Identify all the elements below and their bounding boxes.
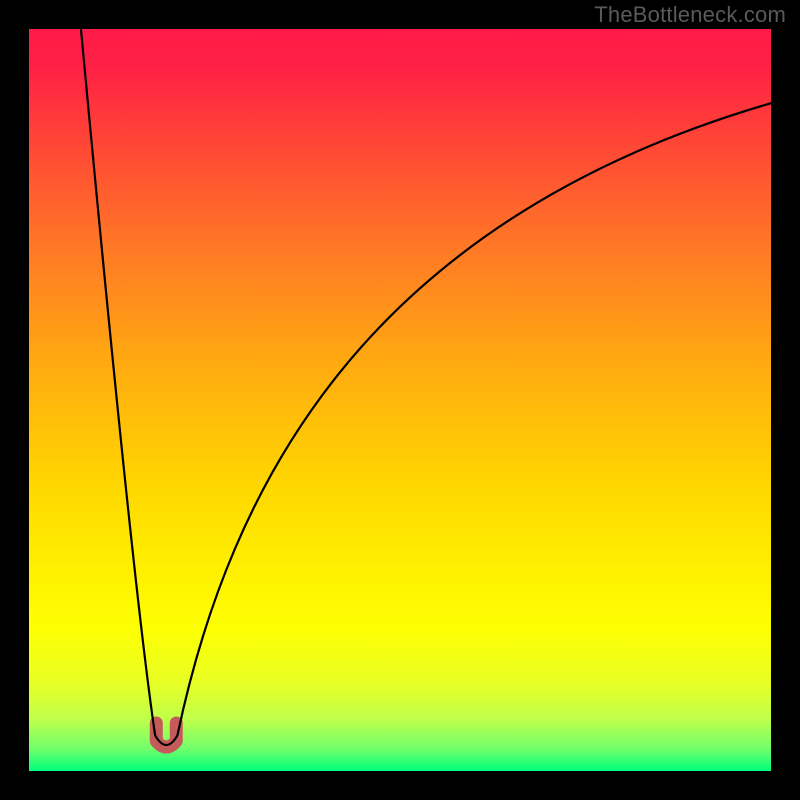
chart-background bbox=[29, 29, 771, 771]
chart-frame: TheBottleneck.com bbox=[0, 0, 800, 800]
watermark-text: TheBottleneck.com bbox=[594, 2, 786, 28]
chart-svg bbox=[29, 29, 771, 771]
plot-area bbox=[29, 29, 771, 771]
